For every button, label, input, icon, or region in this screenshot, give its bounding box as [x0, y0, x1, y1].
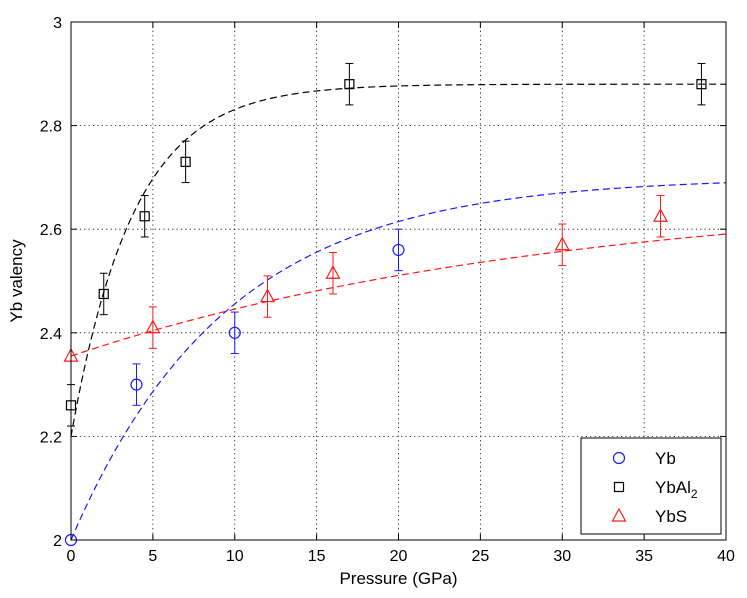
x-tick-label: 10: [226, 548, 244, 565]
y-tick-label: 3: [53, 15, 62, 32]
x-tick-label: 25: [471, 548, 489, 565]
legend-label-ybs: YbS: [655, 507, 687, 526]
y-tick-label: 2.8: [40, 119, 62, 136]
point-ybs: [554, 236, 570, 251]
legend: Yb YbAl2 YbS: [580, 437, 722, 535]
x-tick-label: 30: [553, 548, 571, 565]
point-ybs: [145, 319, 161, 334]
point-ybal2: [98, 288, 109, 300]
y-axis-label: Yb valency: [7, 239, 26, 323]
point-yb: [392, 243, 405, 257]
x-tick-label: 40: [717, 548, 735, 565]
y-tick-label: 2.2: [40, 429, 62, 446]
point-ybs: [652, 207, 669, 222]
x-tick-label: 20: [390, 548, 408, 565]
data-points: [63, 62, 707, 547]
legend-marker-ybal2: [613, 481, 625, 493]
legend-marker-yb: [612, 451, 626, 465]
point-yb: [130, 378, 143, 391]
x-tick-label: 15: [308, 548, 326, 565]
fit-lines: [70, 83, 727, 541]
fit-line-ybs: [70, 233, 727, 357]
y-tick-label: 2.4: [40, 326, 62, 343]
legend-label-ybal2: YbAl2: [655, 478, 698, 501]
point-ybal2: [344, 79, 355, 90]
point-ybs: [259, 288, 276, 303]
x-tick-labels: 0 5 10 15 20 25 30 35 40: [67, 548, 735, 565]
point-ybal2: [696, 79, 707, 90]
x-tick-label: 35: [635, 548, 653, 565]
fit-line-ybal2: [70, 83, 726, 437]
x-axis-label: Pressure (GPa): [339, 569, 457, 588]
fit-line-yb: [70, 182, 727, 541]
point-ybal2: [139, 211, 150, 222]
legend-label-yb: Yb: [655, 449, 676, 468]
x-tick-label: 0: [67, 548, 76, 565]
y-tick-label: 2: [53, 533, 62, 550]
ticks: [70, 21, 727, 541]
point-yb: [228, 326, 241, 339]
y-tick-labels: 2 2.2 2.4 2.6 2.8 3: [40, 15, 62, 550]
point-ybal2: [180, 156, 191, 167]
point-ybs: [325, 264, 341, 279]
x-tick-label: 5: [148, 548, 157, 565]
legend-box: [580, 437, 722, 535]
legend-marker-ybs: [611, 507, 627, 522]
y-tick-label: 2.6: [40, 222, 62, 239]
